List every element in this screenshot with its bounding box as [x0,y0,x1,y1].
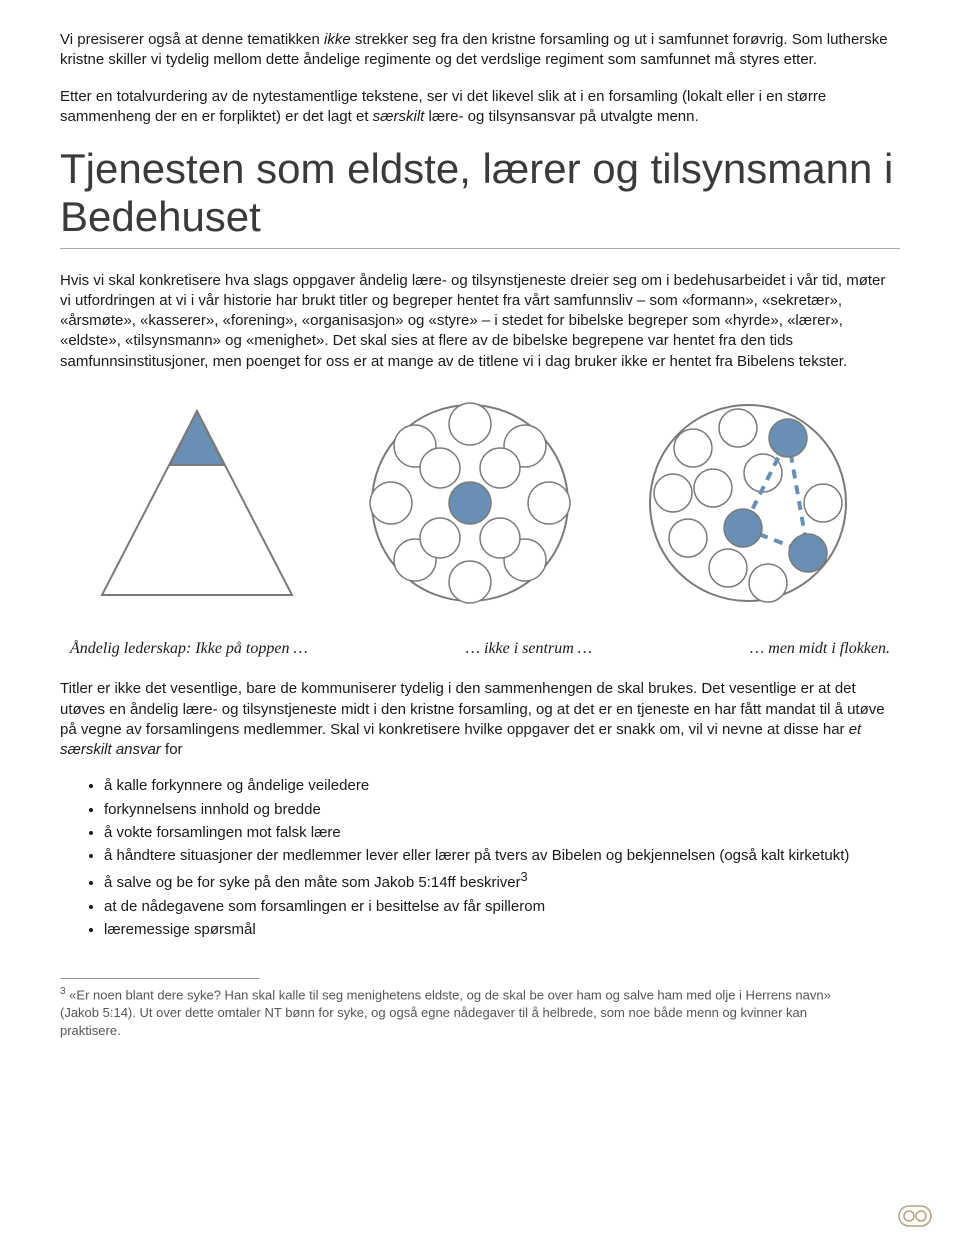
diagram-flock-icon [638,398,868,608]
diagram-caption: Åndelig lederskap: Ikke på toppen … … ik… [60,638,900,660]
footnote-text: «Er noen blant dere syke? Han skal kalle… [60,988,831,1038]
list-item: forkynnelsens innhold og bredde [104,800,900,820]
list-item: å salve og be for syke på den måte som J… [104,869,900,893]
text: å salve og be for syke på den måte som J… [104,874,521,891]
body-p3: Hvis vi skal konkretisere hva slags oppg… [60,271,900,372]
text-italic: ikke [324,31,351,48]
leadership-diagram [60,398,900,608]
intro-p1: Vi presiserer også at denne tematikken i… [60,30,900,71]
list-item: å kalle forkynnere og åndelige veiledere [104,776,900,796]
list-item: å vokte forsamlingen mot falsk lære [104,823,900,843]
caption-right: … men midt i flokken. [750,638,890,660]
list-item: at de nådegavene som forsamlingen er i b… [104,897,900,917]
diagram-center-icon [365,398,575,608]
intro-p2: Etter en totalvurdering av de nytestamen… [60,87,900,128]
text: Titler er ikke det vesentlige, bare de k… [60,680,885,738]
caption-left: Åndelig lederskap: Ikke på toppen … [70,638,308,660]
page-corner-icon [898,1205,932,1227]
list-item: læremessige spørsmål [104,920,900,940]
diagram-pyramid-icon [92,403,302,603]
responsibility-list: å kalle forkynnere og åndelige veiledere… [60,776,900,940]
text: lære- og tilsynsansvar på utvalgte menn. [424,108,698,125]
list-item: å håndtere situasjoner der medlemmer lev… [104,846,900,866]
body-p4: Titler er ikke det vesentlige, bare de k… [60,679,900,760]
footnote-ref: 3 [521,870,528,884]
text: Vi presiserer også at denne tematikken [60,31,324,48]
section-heading: Tjenesten som eldste, lærer og tilsynsma… [60,145,900,249]
text-italic: særskilt [373,108,425,125]
caption-mid: … ikke i sentrum … [466,638,592,660]
footnote: 3 «Er noen blant dere syke? Han skal kal… [60,985,900,1039]
footnote-divider [60,978,260,979]
text: for [161,741,183,758]
